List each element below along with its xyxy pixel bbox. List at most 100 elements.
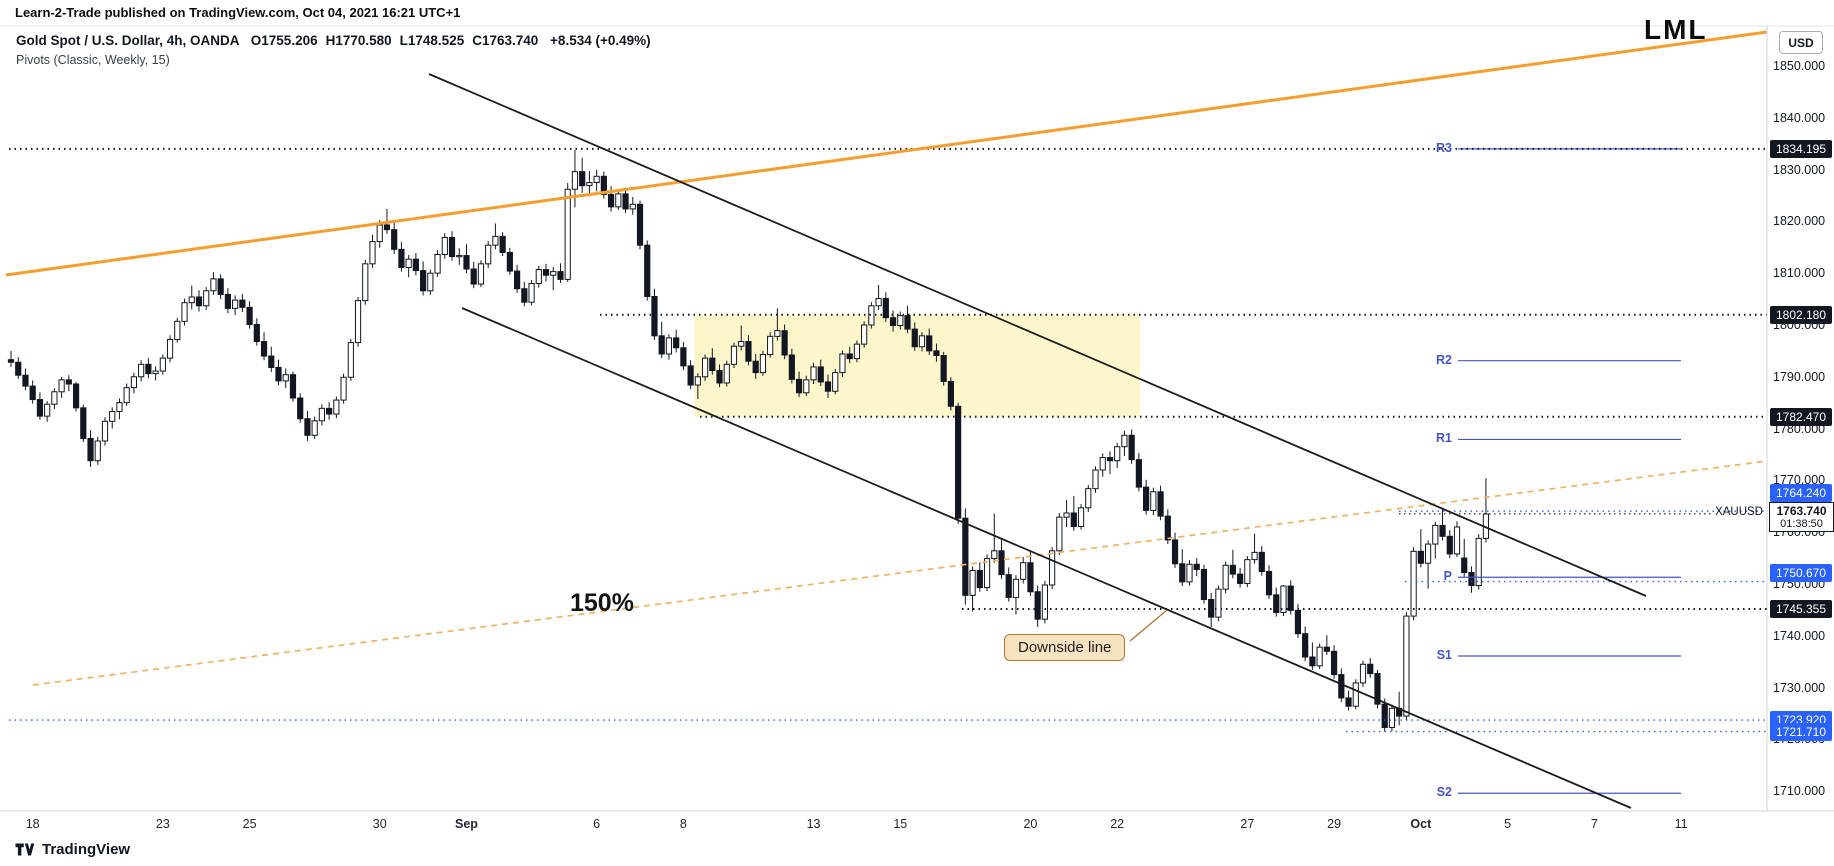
price-tick[interactable]: 1710.000 [1773, 784, 1826, 799]
candle-body [622, 193, 629, 210]
candle-body [947, 380, 954, 407]
symbol-info-row[interactable]: Gold Spot / U.S. Dollar, 4h, OANDA O1755… [16, 33, 651, 48]
candle-body [759, 353, 767, 374]
candle-body [1316, 646, 1323, 667]
candle-body [492, 235, 499, 246]
candle-body [1302, 633, 1309, 658]
candle-body [983, 558, 991, 589]
ohlc-values: O1755.206 H1770.580 L1748.525 C1763.740 [243, 33, 539, 48]
time-label-11[interactable]: 11 [1674, 817, 1688, 831]
indicator-label[interactable]: Pivots (Classic, Weekly, 15) [16, 53, 170, 67]
time-label-20[interactable]: 20 [1023, 817, 1038, 831]
candle-body [940, 355, 947, 382]
candle-body [788, 354, 795, 380]
candle-body [1077, 507, 1085, 527]
candle-body [853, 343, 861, 360]
candle-body [730, 345, 738, 365]
candle-body [1345, 697, 1352, 707]
candle-body [1309, 656, 1316, 667]
price-tick[interactable]: 1830.000 [1773, 162, 1826, 177]
candle-body [174, 320, 181, 340]
candle-body [1453, 526, 1461, 555]
last-price-value: 1763.740 [1776, 504, 1827, 518]
candle-body [832, 372, 839, 392]
candle-body [7, 359, 15, 363]
price-tick[interactable]: 1770.000 [1773, 473, 1826, 488]
lml-annotation[interactable]: LML [1644, 14, 1708, 45]
price-tick[interactable]: 1740.000 [1773, 628, 1826, 643]
price-tick[interactable]: 1790.000 [1773, 369, 1826, 384]
time-label-Oct[interactable]: Oct [1410, 817, 1432, 831]
candle-body [926, 335, 933, 352]
candle-body [130, 376, 138, 389]
price-tag: 1802.180 [1770, 305, 1832, 324]
candle-body [246, 306, 253, 325]
candle-body [1164, 515, 1171, 541]
time-label-15[interactable]: 15 [893, 817, 908, 831]
candle-body [268, 355, 275, 368]
candle-body [333, 399, 340, 415]
time-label-7[interactable]: 7 [1590, 817, 1598, 831]
candle-body [1150, 491, 1157, 511]
candle-body [456, 255, 463, 258]
time-label-6[interactable]: 6 [593, 817, 601, 831]
time-label-Sep[interactable]: Sep [455, 817, 478, 831]
candle-body [232, 299, 239, 309]
candle-body [933, 350, 940, 357]
candle-body [774, 330, 781, 337]
fib-150-label[interactable]: 150% [570, 589, 634, 617]
tradingview-footer[interactable]: TradingView [14, 839, 130, 860]
candle-body [210, 278, 217, 292]
time-label-5[interactable]: 5 [1504, 817, 1512, 831]
price-tick[interactable]: 1850.000 [1773, 59, 1826, 73]
price-tick[interactable]: 1810.000 [1773, 266, 1826, 281]
candle-body [1244, 559, 1251, 584]
last-price-label: 1763.740 01:38:50 [1769, 502, 1834, 532]
candle-body [810, 366, 817, 381]
price-tick[interactable]: 1730.000 [1773, 680, 1826, 695]
candle-body [571, 171, 579, 190]
time-label-29[interactable]: 29 [1327, 817, 1342, 831]
time-label-25[interactable]: 25 [242, 817, 257, 831]
downside-line-callout[interactable]: Downside line [1004, 634, 1126, 661]
rising-trendline[interactable] [5, 30, 1768, 277]
candle-body [680, 347, 687, 367]
time-label-23[interactable]: 23 [155, 817, 170, 831]
currency-toggle-button[interactable]: USD [1779, 31, 1823, 54]
candle-body [998, 550, 1005, 576]
rising-trendline-dashed-150[interactable] [32, 460, 1768, 686]
price-tag: 1834.195 [1770, 139, 1832, 158]
candle-body [282, 374, 289, 382]
tradingview-logo-icon [15, 843, 35, 856]
candle-body [868, 305, 875, 326]
price-tag: 1782.470 [1770, 407, 1832, 426]
candle-body [644, 244, 651, 297]
time-label-27[interactable]: 27 [1240, 817, 1255, 831]
time-label-13[interactable]: 13 [806, 817, 821, 831]
candle-body [1200, 568, 1208, 601]
candle-body [557, 271, 564, 280]
candle-body [217, 278, 224, 295]
time-label-8[interactable]: 8 [679, 817, 687, 831]
candle-body [976, 569, 983, 589]
candle-body [1012, 578, 1020, 598]
candle-body [817, 366, 824, 383]
candle-body [665, 337, 673, 355]
candle-body [152, 370, 159, 375]
candle-body [499, 235, 506, 253]
time-label-18[interactable]: 18 [25, 817, 40, 831]
downside-channel-lower[interactable] [461, 307, 1632, 809]
time-label-22[interactable]: 22 [1110, 817, 1125, 831]
downside-channel-upper[interactable] [428, 73, 1647, 597]
time-label-30[interactable]: 30 [372, 817, 387, 831]
candle-body [839, 353, 846, 374]
candle-body [65, 379, 72, 385]
candle-body [289, 374, 297, 399]
price-tick[interactable]: 1840.000 [1773, 110, 1826, 125]
candle-body [528, 283, 535, 303]
candle-body [29, 385, 36, 401]
price-tick[interactable]: 1820.000 [1773, 214, 1826, 229]
candle-body [615, 193, 622, 208]
